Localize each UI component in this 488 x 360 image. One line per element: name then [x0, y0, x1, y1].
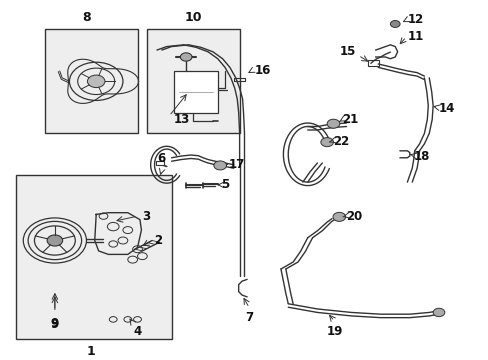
Text: 10: 10	[184, 11, 202, 24]
Text: 13: 13	[174, 113, 190, 126]
Bar	[147, 29, 239, 134]
Text: 6: 6	[158, 152, 165, 166]
Circle shape	[87, 75, 105, 87]
Text: 19: 19	[325, 325, 342, 338]
Text: 22: 22	[333, 135, 349, 148]
Circle shape	[332, 212, 345, 221]
Circle shape	[213, 161, 226, 170]
Bar	[16, 175, 171, 338]
Text: 20: 20	[346, 210, 362, 223]
Text: 4: 4	[133, 325, 142, 338]
Circle shape	[320, 138, 333, 147]
Text: 5: 5	[221, 179, 229, 192]
Text: 9: 9	[51, 317, 59, 330]
Text: 7: 7	[245, 311, 253, 324]
Text: 21: 21	[341, 113, 357, 126]
Text: 2: 2	[154, 234, 163, 247]
Circle shape	[47, 235, 62, 246]
Text: 17: 17	[228, 158, 244, 171]
Text: 15: 15	[339, 45, 356, 58]
Text: 12: 12	[407, 13, 423, 26]
Text: 3: 3	[142, 210, 150, 223]
Circle shape	[326, 119, 339, 128]
Bar	[174, 71, 217, 113]
Text: 18: 18	[413, 149, 429, 163]
Text: 11: 11	[407, 30, 423, 43]
Circle shape	[389, 21, 399, 27]
Text: 14: 14	[438, 102, 454, 115]
Bar	[45, 29, 137, 134]
Bar	[156, 161, 163, 166]
Circle shape	[180, 53, 192, 61]
Text: 9: 9	[51, 318, 59, 330]
Circle shape	[432, 308, 444, 316]
Text: 1: 1	[87, 345, 96, 358]
Text: 8: 8	[82, 11, 91, 24]
Bar	[368, 60, 378, 66]
Text: 16: 16	[254, 64, 270, 77]
